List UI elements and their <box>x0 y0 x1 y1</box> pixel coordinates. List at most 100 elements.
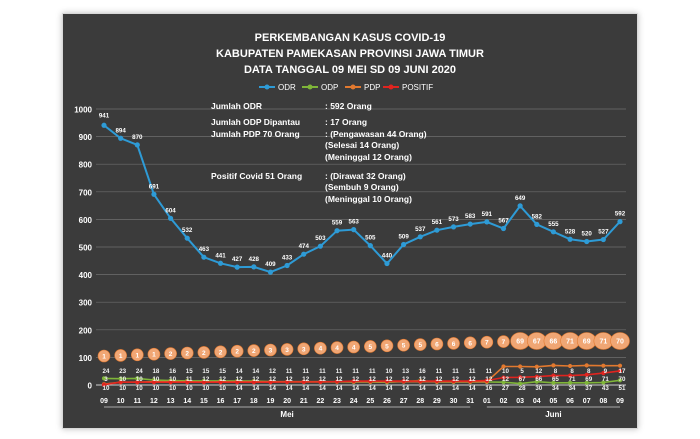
x-tick-label: 14 <box>183 398 191 405</box>
x-tick-label: 08 <box>599 398 607 405</box>
bubble-label: 2 <box>219 349 223 356</box>
data-label-odp: 10 <box>502 368 509 375</box>
data-point-positif <box>601 371 606 376</box>
data-label-odp: 8 <box>570 368 574 375</box>
data-point-odp <box>518 381 523 386</box>
data-point-positif <box>567 373 573 378</box>
data-label-pdp: 12 <box>419 376 426 383</box>
data-label-odr: 591 <box>482 211 493 218</box>
data-point-positif <box>101 382 107 387</box>
bubble-label: 69 <box>583 339 591 346</box>
y-tick-label: 800 <box>79 161 93 170</box>
bubble-callout <box>497 335 510 348</box>
bubble-callout <box>463 336 477 350</box>
data-point-positif <box>168 380 173 385</box>
data-label-odp: 9 <box>604 368 608 375</box>
legend-item-positif: POSITIF <box>383 83 433 92</box>
small-value-labels: 24 23 24 18 16 15 15 15 14 14 12 11 11 11 11 11 11 10 13 16… <box>103 368 626 392</box>
data-point-odr <box>434 227 440 233</box>
data-point-pdp <box>617 363 623 368</box>
bubble-label: 70 <box>616 339 624 346</box>
month-label-mei: Mei <box>280 410 293 419</box>
data-label-odp: 12 <box>535 368 542 375</box>
bubble-callout <box>247 344 261 357</box>
y-tick-label: 1000 <box>74 106 92 115</box>
data-label-odp: 10 <box>386 368 393 375</box>
bubble-label: 3 <box>285 347 289 354</box>
data-point-positif <box>135 380 140 385</box>
bubble-label: 7 <box>502 339 506 346</box>
data-point-odr <box>251 264 257 270</box>
bubble-callout <box>314 341 327 355</box>
covid-line-chart: PERKEMBANGAN KASUS COVID-19 KABUPATEN PA… <box>74 32 630 419</box>
data-point-positif <box>368 379 373 384</box>
data-label-odr: 573 <box>448 216 459 223</box>
data-label-odr: 527 <box>598 229 609 236</box>
data-label-odr: 567 <box>498 218 509 225</box>
y-tick-label: 600 <box>79 216 93 225</box>
data-label-positif: 27 <box>502 385 509 392</box>
data-label-positif: 14 <box>319 385 326 392</box>
bubble-labels: 1 1 1 1 2 2 2 2 2 2 3 3 3 4 4 4 5 5 5 5 6 6 6 7 7 69 67 66 71 69 71 70 <box>97 332 630 363</box>
data-label-pdp: 69 <box>585 376 592 383</box>
data-point-pdp <box>501 364 506 369</box>
data-point-odr <box>217 260 224 266</box>
data-point-odr <box>317 243 323 249</box>
data-label-positif: 10 <box>136 385 143 392</box>
bubble-label: 66 <box>550 339 558 346</box>
data-point-odr <box>284 262 290 269</box>
data-label-pdp: 12 <box>336 376 343 383</box>
x-tick-label: 04 <box>533 398 541 405</box>
chart-subtitle-region: KABUPATEN PAMEKASAN PROVINSI JAWA TIMUR <box>216 48 484 60</box>
data-point-odr <box>134 142 140 148</box>
data-point-odr <box>151 191 157 197</box>
data-point-odp <box>601 380 606 385</box>
data-label-positif: 14 <box>352 385 359 392</box>
data-label-positif: 16 <box>485 385 492 392</box>
x-tick-label: 13 <box>167 398 175 405</box>
data-point-pdp <box>551 363 556 368</box>
data-label-odp: 11 <box>486 368 493 375</box>
bubble-callout <box>397 338 410 352</box>
data-label-odp: 24 <box>136 368 143 375</box>
series-odr <box>101 122 623 275</box>
bubble-label: 2 <box>169 351 173 358</box>
data-label-odp: 8 <box>587 368 591 375</box>
data-point-odp <box>534 379 539 384</box>
legend-item-pdp: PDP <box>345 83 380 92</box>
y-tick-label: 500 <box>79 244 93 253</box>
data-label-positif: 10 <box>169 385 176 392</box>
data-label-odp: 11 <box>452 368 459 375</box>
legend-marker <box>264 84 270 90</box>
data-label-odp: 18 <box>152 368 159 375</box>
x-tick-label: 25 <box>366 398 374 405</box>
data-point-odr <box>617 219 623 225</box>
data-point-odr <box>450 224 457 230</box>
bubble-label: 6 <box>452 341 456 348</box>
bubble-callout <box>347 340 360 354</box>
data-point-odp <box>584 380 589 385</box>
data-point-pdp <box>534 364 539 369</box>
data-label-positif: 14 <box>452 385 459 392</box>
data-point-odr <box>334 228 340 234</box>
annotation-value: (Meninggal 10 Orang) <box>325 194 412 204</box>
data-label-odp: 15 <box>219 368 226 375</box>
data-label-odp: 12 <box>269 368 276 375</box>
data-label-pdp: 71 <box>602 376 609 383</box>
x-tick-label: 03 <box>516 398 524 405</box>
data-label-positif: 34 <box>552 385 559 392</box>
bubble-callout <box>413 338 427 351</box>
bubble-label: 71 <box>599 339 607 346</box>
data-label-odp: 8 <box>554 368 558 375</box>
data-point-positif <box>484 378 489 383</box>
data-label-odp: 15 <box>202 368 209 375</box>
data-label-odr: 563 <box>349 219 360 226</box>
bubble-callout <box>230 344 244 358</box>
x-tick-label: 18 <box>250 398 258 405</box>
data-point-positif <box>384 379 390 384</box>
data-point-positif <box>468 379 473 384</box>
annotation-value: (Selesai 14 Orang) <box>325 140 399 150</box>
data-label-odr: 537 <box>415 226 426 233</box>
data-label-pdp: 12 <box>352 376 359 383</box>
data-label-pdp: 12 <box>319 376 326 383</box>
